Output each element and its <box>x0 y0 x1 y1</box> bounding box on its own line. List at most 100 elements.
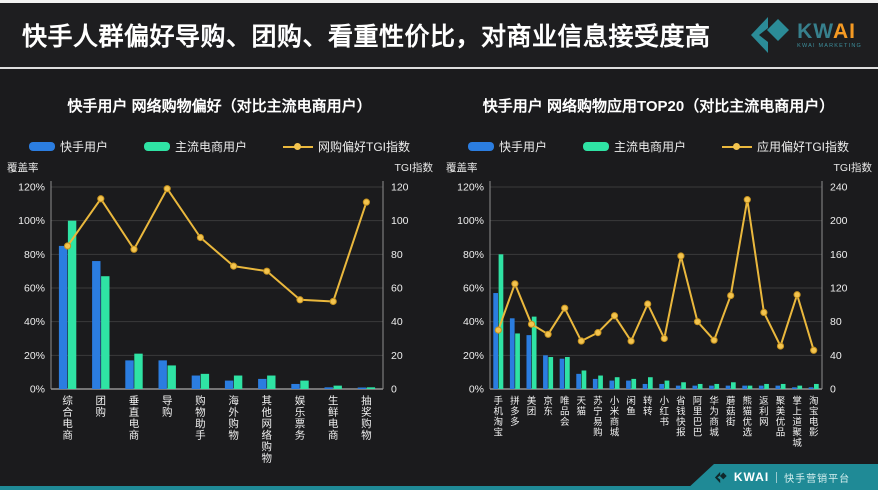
tgi-marker <box>793 291 801 299</box>
logo-tagline: KWAI MARKETING <box>797 42 862 49</box>
svg-text:40%: 40% <box>23 316 44 328</box>
kwai-arrow-icon <box>714 471 727 483</box>
legend-label: 快手用户 <box>498 140 547 154</box>
legend-item: 快手用户 <box>28 138 108 155</box>
tgi-marker <box>743 196 751 204</box>
bar <box>542 355 548 389</box>
bar <box>525 335 531 389</box>
svg-text:TGI指数: TGI指数 <box>394 161 433 174</box>
x-axis-label: 垂直电商 <box>128 395 139 442</box>
tgi-line <box>63 185 370 306</box>
svg-text:200: 200 <box>830 215 848 227</box>
bar <box>91 261 100 389</box>
bar <box>58 245 67 389</box>
bar <box>67 220 76 389</box>
legend-swatch <box>583 142 609 151</box>
svg-text:120%: 120% <box>457 182 484 194</box>
tgi-marker <box>710 336 718 344</box>
tgi-marker <box>809 346 817 354</box>
tgi-marker <box>510 280 519 288</box>
tgi-marker <box>329 297 337 306</box>
svg-text:80%: 80% <box>462 249 483 261</box>
tgi-marker <box>693 318 701 326</box>
svg-text:40: 40 <box>391 316 403 328</box>
bar <box>233 375 242 389</box>
bar <box>333 385 342 389</box>
tgi-marker <box>676 252 684 260</box>
bar <box>741 385 747 389</box>
tgi-marker <box>362 198 370 206</box>
x-axis-label: 阿里巴巴 <box>692 396 702 439</box>
footer-banner: KWAI 快手营销平台 <box>686 464 878 490</box>
bar <box>514 333 520 389</box>
header: 快手人群偏好导购、团购、看重性价比，对商业信息接受度高 KWAI KWAI MA… <box>0 3 878 69</box>
x-axis-label: 综合电商 <box>62 394 73 442</box>
axis-header-labels: 覆盖率 TGI指数 <box>446 161 872 174</box>
svg-text:0%: 0% <box>468 384 483 396</box>
bar <box>630 378 636 389</box>
logo-ai: AI <box>832 19 856 43</box>
x-axis-label: 唯品会 <box>559 396 569 428</box>
tgi-marker <box>527 320 535 328</box>
bar <box>564 357 570 389</box>
bar <box>763 383 769 389</box>
bar <box>290 383 300 389</box>
x-axis-label: 闲鱼 <box>626 396 636 418</box>
bar <box>774 385 780 389</box>
bar <box>747 385 752 389</box>
legend-label: 主流电商用户 <box>614 140 687 154</box>
svg-text:覆盖率: 覆盖率 <box>446 161 478 174</box>
bar <box>713 383 719 389</box>
x-axis-label: 小米商城 <box>609 396 619 439</box>
bar <box>299 380 309 389</box>
legend-line-swatch <box>283 142 314 151</box>
bar <box>691 385 697 389</box>
tgi-marker <box>776 342 784 350</box>
kwai-wordmark: KWAI KWAI MARKETING <box>797 21 862 50</box>
svg-text:120%: 120% <box>18 182 45 194</box>
legend: 快手用户 主流电商用户 网购偏好TGI指数 <box>28 138 410 155</box>
svg-text:40%: 40% <box>462 316 483 328</box>
bar <box>100 276 109 389</box>
svg-text:100: 100 <box>391 215 409 227</box>
bar <box>642 383 647 389</box>
bar <box>509 318 515 389</box>
tgi-marker <box>494 326 502 334</box>
tgi-marker <box>627 337 635 345</box>
chart-svg: 覆盖率 TGI指数 0% 0 20% 20 40% 40 60% 60 80% 80 100% 100 12… <box>7 161 433 465</box>
svg-text:20: 20 <box>391 350 403 362</box>
svg-text:60: 60 <box>391 283 403 295</box>
tgi-marker <box>560 304 568 312</box>
svg-text:80: 80 <box>391 249 403 261</box>
bar <box>200 373 209 389</box>
svg-text:100%: 100% <box>18 215 45 227</box>
bar <box>492 293 498 389</box>
bar <box>191 375 200 389</box>
x-axis-label: 熊猫优选 <box>742 395 752 439</box>
footer-brand: KWAI <box>733 470 770 484</box>
x-axis-label: 导购 <box>161 395 172 419</box>
x-axis-label: 华为商城 <box>709 395 719 439</box>
bar <box>658 383 664 389</box>
x-axis-label: 蘑菇街 <box>725 395 735 428</box>
x-axis-label: 返利网 <box>759 395 769 428</box>
svg-text:60%: 60% <box>462 283 483 295</box>
bar <box>697 383 703 389</box>
x-axis-label: 购物助手 <box>195 394 206 442</box>
svg-text:240: 240 <box>830 182 848 194</box>
svg-text:120: 120 <box>391 182 409 194</box>
legend-swatch <box>144 142 170 151</box>
legend-swatch <box>28 142 55 151</box>
x-axis-label: 天猫 <box>576 396 586 418</box>
x-axis-labels: 手机淘宝拼多多美团京东唯品会天猫苏宁易购小米商城闲鱼转转小红书省钱快报阿里巴巴华… <box>493 395 818 449</box>
legend-line-swatch <box>722 142 753 151</box>
legend-swatch <box>467 142 494 151</box>
chart-svg: 覆盖率 TGI指数 0% 0 20% 40 40% 80 60% 120 80% 160 100% 200… <box>446 161 872 449</box>
svg-text:0: 0 <box>830 384 836 396</box>
bar <box>167 365 176 389</box>
svg-text:80: 80 <box>830 316 842 328</box>
footer-label: 快手营销平台 <box>784 473 851 485</box>
bar <box>730 382 736 389</box>
x-axis-label: 掌上道聚城 <box>792 396 802 449</box>
bar <box>531 316 537 389</box>
